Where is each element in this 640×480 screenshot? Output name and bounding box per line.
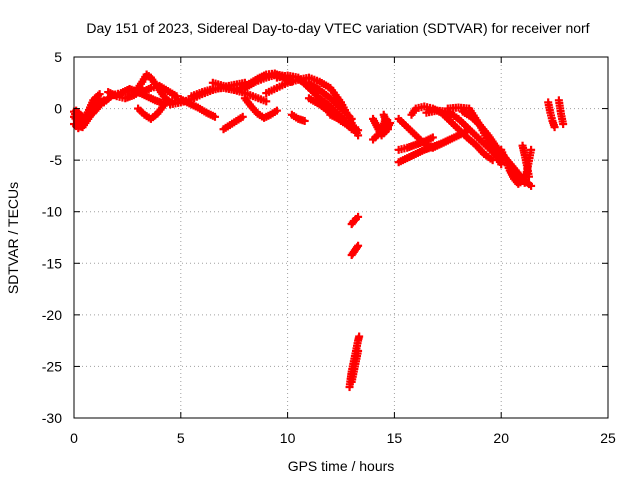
series-arc-08 [134,101,168,123]
x-tick-label: 0 [70,430,78,446]
x-tick-label: 5 [177,430,185,446]
axis-ticks [73,56,609,419]
tick-labels: 0 5 10 15 20 25 5 0 -5 -10 -15 -20 -25 -30 [42,49,616,446]
x-tick-label: 10 [280,430,296,446]
data-point [524,172,533,181]
x-axis-label: GPS time / hours [288,458,395,474]
data-point [238,112,247,121]
data-point [354,212,363,221]
plot-frame [73,56,609,419]
data-point [527,145,536,154]
x-tick-label: 25 [600,430,616,446]
series-arc-23 [347,212,363,229]
data-points [70,69,568,392]
y-tick-label: -30 [42,410,62,426]
data-point [550,123,559,132]
data-point [272,106,281,115]
x-tick-label: 15 [387,430,403,446]
y-tick-label: -15 [42,255,62,271]
y-tick-label: 5 [54,49,62,65]
y-tick-label: -25 [42,358,62,374]
series-arc-26 [347,346,363,386]
chart-title: Day 151 of 2023, Sidereal Day-to-day VTE… [86,20,589,36]
series-arc-31 [394,135,454,167]
data-point [354,346,363,355]
data-point [445,135,454,144]
series-arc-22 [287,110,309,125]
series-arc-09 [138,81,181,101]
series-arc-24 [347,241,363,260]
data-point [210,112,219,121]
data-point [527,181,536,190]
series-arc-41 [554,96,568,129]
data-point [383,125,392,134]
data-point [559,120,568,129]
y-axis-label: SDTVAR / TECUs [5,182,21,294]
y-tick-label: 0 [54,101,62,117]
y-tick-label: -10 [42,204,62,220]
data-point [428,133,437,142]
data-point [351,127,360,136]
data-point [300,116,309,125]
series-arc-21 [326,110,360,136]
series-arc-11 [176,95,219,121]
data-point [172,92,181,101]
data-point [354,241,363,250]
series-arc-16 [240,94,281,122]
data-point [87,108,96,117]
series-arc-39 [518,141,533,181]
series-arc-40 [544,98,559,132]
data-point [355,332,364,341]
series-arc-04 [70,108,96,133]
series-arc-14 [219,112,247,134]
y-tick-label: -5 [50,152,63,168]
series-arc-29 [379,110,392,134]
data-point [262,97,271,106]
series-arc-32 [394,133,437,154]
x-tick-label: 20 [493,430,509,446]
y-tick-label: -20 [42,307,62,323]
